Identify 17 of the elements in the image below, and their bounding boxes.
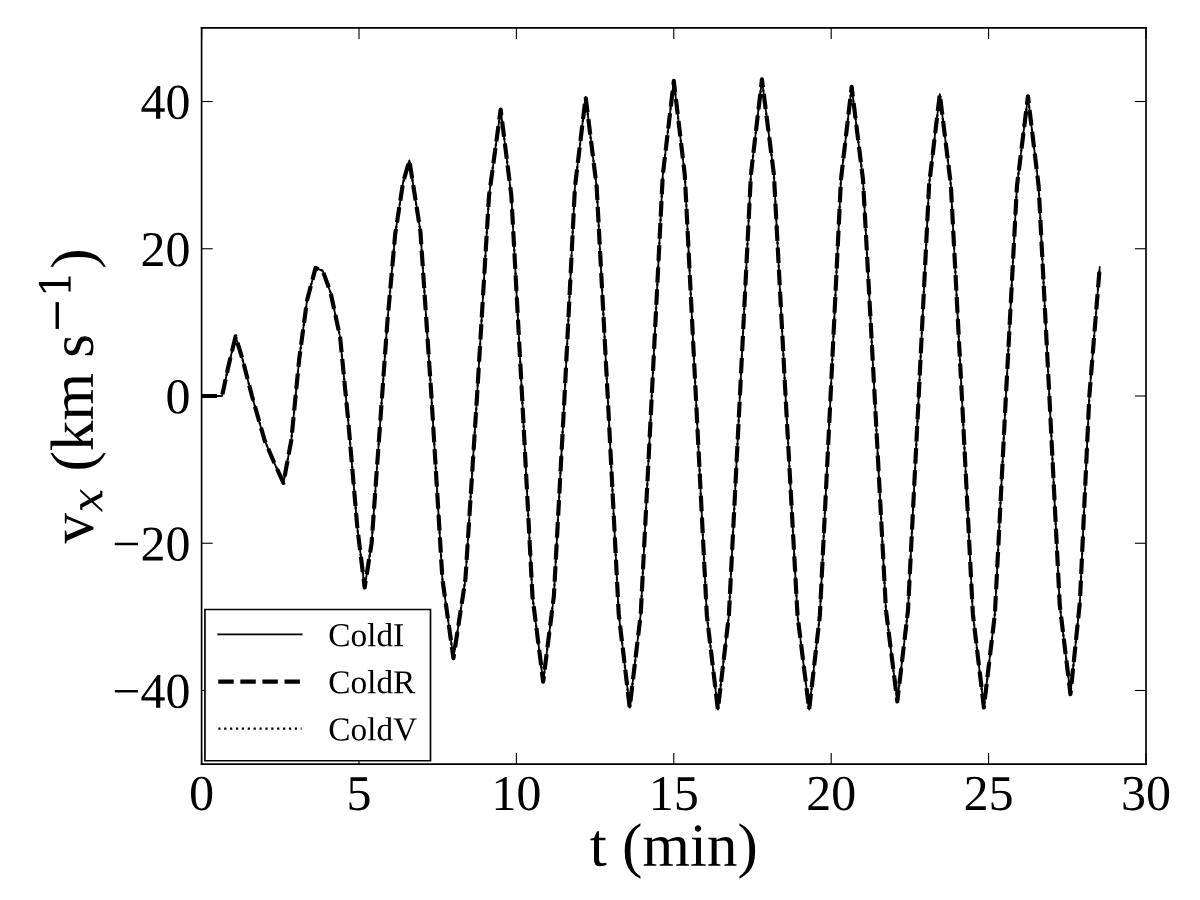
x-axis-title: t (min) (590, 823, 756, 879)
x-tick-label: 25 (965, 776, 1012, 811)
x-tick-label: 10 (495, 776, 540, 811)
x-tick-label: 20 (808, 776, 855, 811)
y-axis-title: v$_{x}$ (km s$^{−1}$) (38, 251, 106, 544)
y-tick-label: 0 (167, 380, 189, 414)
x-tick-label: 5 (349, 777, 370, 811)
y-tick-label: 40 (141, 85, 189, 120)
x-tick-label: 15 (653, 776, 697, 811)
legend-label: ColdR (329, 670, 416, 694)
x-tick-label: 0 (191, 776, 213, 811)
x-tick-label: 30 (1123, 776, 1170, 811)
y-tick-label: −20 (114, 527, 189, 562)
legend-label: ColdV (329, 717, 417, 741)
legend-label: ColdI (329, 623, 404, 647)
y-tick-label: −40 (114, 674, 189, 709)
y-tick-label: 20 (142, 232, 189, 267)
